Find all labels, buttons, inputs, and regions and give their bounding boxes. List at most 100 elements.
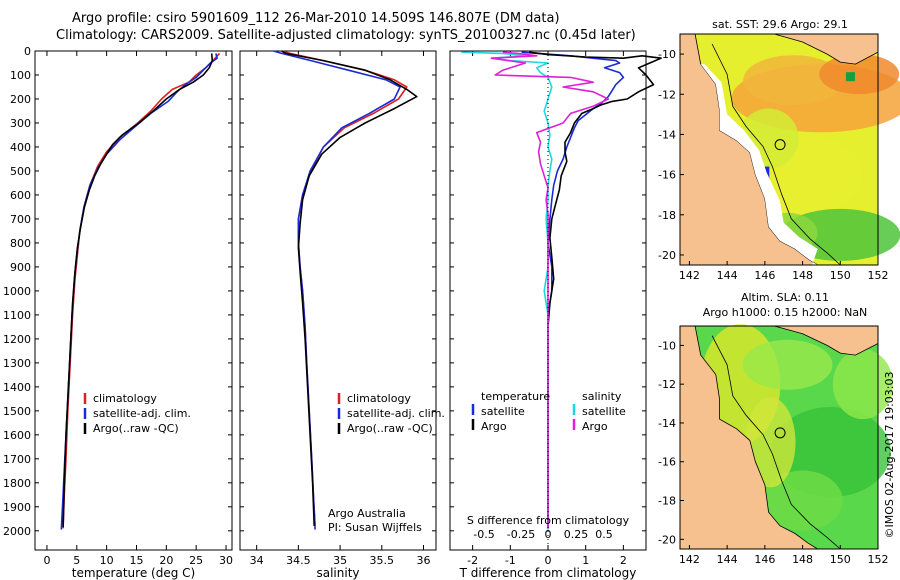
difference-profile-xtick-label: 1 (582, 554, 589, 567)
sla-colour-patch (742, 339, 833, 390)
diff-s-tick-label: 0.25 (564, 528, 589, 541)
salinity-profile-xtick-label: 36 (416, 554, 430, 567)
salinity-legend-label: Argo(..raw -QC) (347, 422, 433, 435)
salinity-profile-xtick-label: 35.5 (370, 554, 395, 567)
sst-map-argo-position-marker (774, 139, 786, 151)
salinity-profile-xtick-label: 35 (333, 554, 347, 567)
temperature-profile-xtick-label: 0 (43, 554, 50, 567)
temperature-profile-frame (34, 50, 233, 551)
depth-tick-label: 1200 (3, 333, 31, 346)
depth-tick-label: 1700 (3, 453, 31, 466)
sst-map-ytick-label: -12 (658, 88, 676, 101)
depth-tick-label: 1400 (3, 381, 31, 394)
sst-map-xtick-label: 146 (754, 269, 775, 282)
depth-tick-label: 1500 (3, 405, 31, 418)
salinity-profile-xtick-label: 34 (250, 554, 264, 567)
sla-map-xtick-label: 144 (717, 553, 738, 566)
sla-map-argo-position-marker (774, 427, 786, 439)
depth-tick-label: 1300 (3, 357, 31, 370)
depth-tick-label: 1900 (3, 501, 31, 514)
title-line-2: Climatology: CARS2009. Satellite-adjuste… (56, 28, 636, 43)
sla-map-xtick-label: 148 (792, 553, 813, 566)
salinity-legend-label: climatology (347, 392, 411, 405)
difference-profile-xtick-label: 0 (545, 554, 552, 567)
copyright-side-text: ©IMOS 02-Aug-2017 19:03:03 (883, 372, 896, 539)
sst-colour-patch (743, 55, 844, 106)
salinity-legend-label: satellite-adj. clim. (347, 407, 445, 420)
depth-tick-label: 800 (10, 237, 31, 250)
difference-profile-xtick-label: 2 (620, 554, 627, 567)
temperature-profile-xtick-label: 20 (159, 554, 173, 567)
sst-map-xtick-label: 144 (717, 269, 738, 282)
sla-map-ytick-label: -18 (658, 495, 676, 508)
sla-map-subtitle: Argo h1000: 0.15 h2000: NaN (703, 306, 868, 319)
depth-tick-label: 700 (10, 213, 31, 226)
sst-map-xtick-label: 142 (679, 269, 700, 282)
sst-colour-patch (819, 54, 900, 95)
depth-tick-label: 300 (10, 117, 31, 130)
sst-cool-cell (845, 72, 855, 82)
sst-map-ytick-label: -20 (658, 249, 676, 262)
depth-tick-label: 600 (10, 189, 31, 202)
diff-s-tick-label: -0.25 (507, 528, 535, 541)
sla-map-ytick-label: -20 (658, 533, 676, 546)
sla-map-xtick-label: 142 (679, 553, 700, 566)
depth-tick-label: 400 (10, 141, 31, 154)
diff-legend-label: satellite (481, 405, 525, 418)
sla-map-depth-contour (711, 335, 841, 550)
difference-profile-xlabel: T difference from climatology (459, 566, 637, 580)
series-argo-raw-qc- (62, 53, 214, 528)
depth-tick-label: 100 (10, 69, 31, 82)
sla-map-ytick-label: -16 (658, 456, 676, 469)
series-s-satellite (461, 51, 553, 530)
series-argo-raw-qc- (281, 50, 418, 527)
depth-tick-label: 2000 (3, 525, 31, 538)
depth-tick-label: 500 (10, 165, 31, 178)
diff-legend-label: Argo (582, 420, 608, 433)
temperature-profile-xlabel: temperature (deg C) (72, 566, 195, 580)
sla-colour-patch (745, 397, 796, 488)
temperature-profile-panel (34, 50, 233, 551)
sst-map-depth-contour (711, 43, 841, 266)
sst-map-xtick-label: 150 (830, 269, 851, 282)
sla-map-land (679, 325, 820, 550)
depth-tick-label: 1000 (3, 285, 31, 298)
sst-map-title: sat. SST: 29.6 Argo: 29.1 (712, 18, 848, 31)
temperature-profile-xtick-label: 30 (219, 554, 233, 567)
temperature-profile-xtick-label: 10 (100, 554, 114, 567)
sla-colour-patch (762, 470, 843, 531)
diff-s-tick-label: 0.5 (595, 528, 613, 541)
sst-map-xtick-label: 148 (792, 269, 813, 282)
diff-s-tick-label: -0.5 (473, 528, 494, 541)
sst-map-ytick-label: -10 (658, 48, 676, 61)
temperature-legend-label: climatology (93, 392, 157, 405)
sla-map-panel (679, 324, 893, 550)
temperature-legend-label: Argo(..raw -QC) (93, 422, 179, 435)
diff-top-xlabel: S difference from climatology (467, 514, 630, 527)
diff-legend-label: Argo (481, 420, 507, 433)
sla-map-xtick-label: 152 (868, 553, 889, 566)
depth-tick-label: 1600 (3, 429, 31, 442)
sst-map-ytick-label: -16 (658, 169, 676, 182)
diff-legend-title-temperature: temperature (481, 390, 550, 403)
depth-tick-label: 1100 (3, 309, 31, 322)
temperature-profile-xtick-label: 15 (129, 554, 143, 567)
annotation-line-2: PI: Susan Wijffels (328, 521, 422, 534)
depth-tick-label: 1800 (3, 477, 31, 490)
sla-map-title: Altim. SLA: 0.11 (741, 291, 829, 304)
series-t-argo (529, 51, 662, 528)
depth-tick-label: 0 (24, 45, 31, 58)
sla-map-xtick-label: 150 (830, 553, 851, 566)
sst-map-frame (679, 33, 879, 266)
sst-map-panel (679, 33, 900, 266)
sla-map-xtick-label: 146 (754, 553, 775, 566)
temperature-legend-label: satellite-adj. clim. (93, 407, 191, 420)
difference-profile-xtick-label: -2 (467, 554, 478, 567)
sla-map-frame (679, 325, 879, 550)
sla-map-ytick-label: -10 (658, 339, 676, 352)
diff-legend-label: satellite (582, 405, 626, 418)
sst-map-xtick-label: 152 (868, 269, 889, 282)
temperature-profile-xtick-label: 25 (189, 554, 203, 567)
